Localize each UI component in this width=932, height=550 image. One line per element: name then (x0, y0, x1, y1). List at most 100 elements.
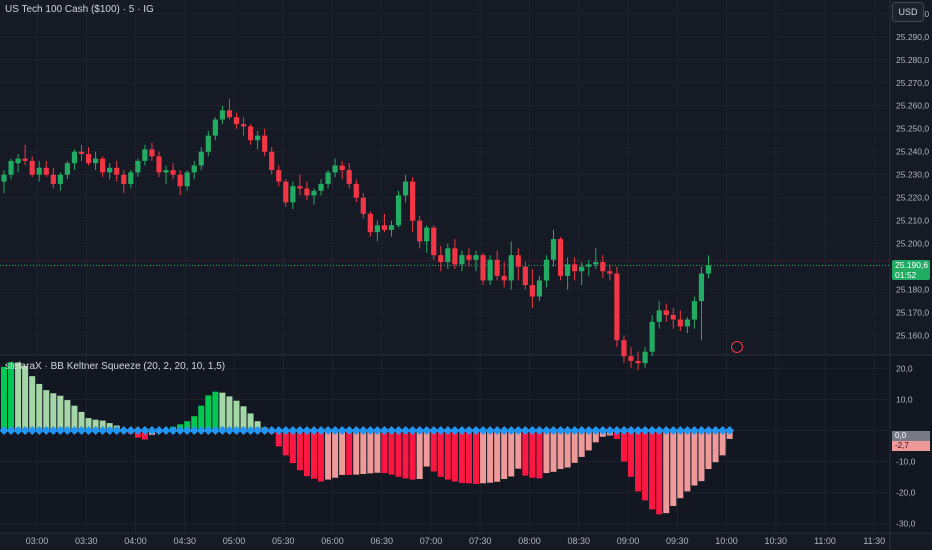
time-tick-label: 04:30 (173, 536, 196, 546)
candle-body (226, 110, 233, 118)
last-price-tag: 25.190,6 01:52 (892, 260, 930, 280)
histogram-bar (409, 430, 416, 480)
squeeze-dot (711, 426, 721, 436)
squeeze-dot (365, 426, 375, 436)
candle-body (318, 183, 324, 191)
squeeze-dot (119, 426, 129, 436)
price-tick-label: 25.290,0 (896, 32, 929, 42)
candle-body (353, 183, 359, 198)
candle-body (374, 225, 380, 233)
squeeze-dot (689, 426, 699, 436)
histogram-bar (240, 406, 247, 431)
squeeze-dot (605, 426, 615, 436)
squeeze-dot (98, 426, 108, 436)
candle-body (290, 186, 296, 203)
histogram-bar (501, 430, 508, 479)
histogram-bar (247, 413, 254, 431)
squeeze-dot (13, 426, 23, 436)
squeeze-dot (443, 426, 453, 436)
histogram-bar (198, 405, 205, 431)
candle-body (628, 356, 634, 361)
squeeze-dot (386, 426, 396, 436)
histogram-bar (50, 393, 57, 431)
histogram-bar (141, 430, 148, 440)
squeeze-dot (661, 426, 671, 436)
squeeze-dot (682, 426, 692, 436)
squeeze-dot (704, 426, 713, 436)
squeeze-dot (457, 426, 467, 436)
squeeze-dot (478, 426, 488, 436)
squeeze-dot (549, 426, 559, 436)
histogram-bar (395, 430, 402, 477)
squeeze-dot (372, 426, 382, 436)
time-tick-label: 06:00 (321, 536, 344, 546)
squeeze-dots (0, 426, 735, 436)
histogram-bar (437, 430, 444, 477)
candle-body (487, 259, 493, 281)
indicator-title[interactable]: stelaraX · BB Keltner Squeeze (20, 2, 20… (5, 361, 226, 372)
squeeze-histogram (1, 362, 733, 515)
squeeze-dot (76, 426, 86, 436)
candle-body (656, 310, 662, 322)
histogram-bar (522, 430, 529, 476)
squeeze-dot (302, 426, 312, 436)
histogram-bar (303, 430, 310, 477)
time-tick-label: 09:30 (666, 536, 689, 546)
candle-body (128, 172, 134, 184)
currency-button[interactable]: USD (892, 2, 924, 22)
candle-body (247, 126, 254, 141)
candle-body (677, 319, 683, 327)
candle-body (649, 321, 655, 352)
histogram-bar (212, 391, 219, 431)
symbol-title[interactable]: US Tech 100 Cash ($100) · 5 · IG (5, 4, 154, 15)
candle-body (494, 259, 500, 276)
price-tick-label: 25.220,0 (896, 193, 929, 203)
histogram-bar (663, 430, 670, 514)
histogram-bar (99, 420, 106, 431)
histogram-bar (310, 430, 317, 479)
histogram-bar (275, 430, 282, 447)
candle-body (522, 266, 528, 286)
candle-body (78, 151, 85, 155)
histogram-bar (451, 430, 458, 482)
candle-body (388, 225, 395, 230)
candle-body (424, 227, 430, 242)
time-tick-label: 07:00 (420, 536, 443, 546)
indicator-zero-tag: 0,0 (892, 431, 930, 441)
histogram-bar (423, 430, 430, 467)
histogram-bar (360, 430, 367, 474)
histogram-bar (649, 430, 656, 510)
histogram-bar (635, 430, 642, 492)
price-tick-label: 25.280,0 (896, 55, 929, 65)
candle-body (205, 135, 211, 152)
candle-body (92, 158, 99, 164)
candle-body (332, 165, 338, 173)
candle-body (85, 154, 92, 164)
squeeze-dot (499, 426, 509, 436)
histogram-bar (381, 430, 388, 474)
candle-body (191, 165, 197, 173)
histogram-bar (564, 430, 571, 468)
candle-body (600, 262, 606, 272)
squeeze-dot (563, 426, 573, 436)
squeeze-dot (133, 426, 143, 436)
squeeze-dot (0, 426, 9, 436)
squeeze-dot (246, 426, 256, 436)
time-tick-label: 10:00 (715, 536, 738, 546)
candle-body (501, 275, 507, 281)
histogram-bar (339, 430, 346, 475)
squeeze-dot (182, 426, 192, 436)
squeeze-dot (217, 426, 227, 436)
candle-body (593, 262, 599, 265)
indicator-tick-label: -30,0 (896, 519, 916, 529)
squeeze-dot (253, 426, 263, 436)
histogram-bar (677, 430, 684, 499)
squeeze-dot (415, 426, 425, 436)
squeeze-dot (696, 426, 706, 436)
candle-body (452, 248, 458, 265)
squeeze-dot (358, 426, 368, 436)
histogram-bar (191, 416, 198, 431)
candle-body (311, 190, 317, 196)
histogram-bar (289, 430, 296, 464)
